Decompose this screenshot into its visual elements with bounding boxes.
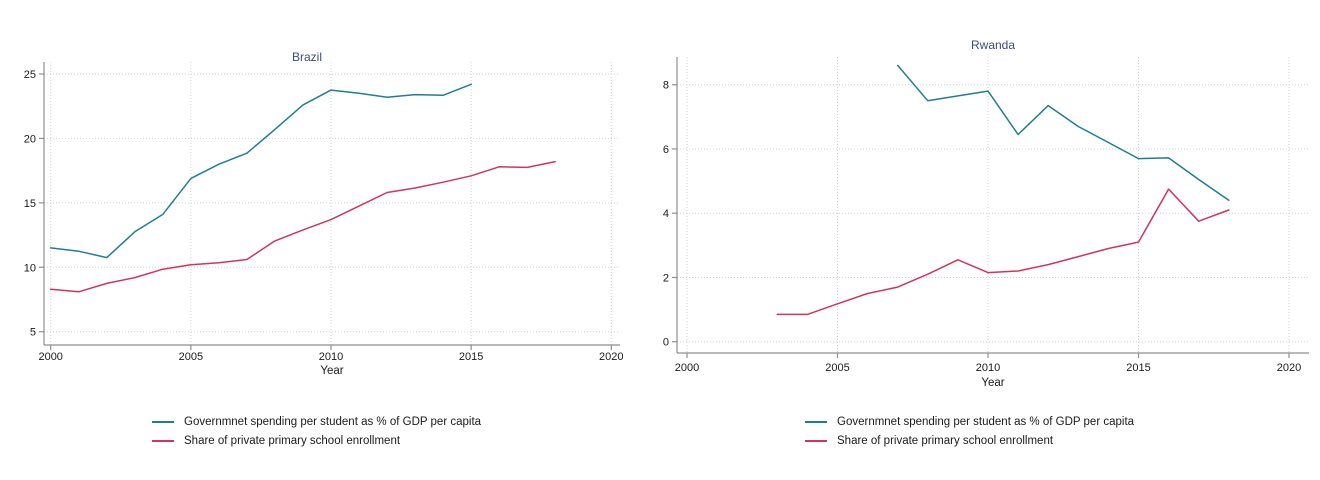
series-line-private-enrollment xyxy=(776,188,1230,316)
legend-line-swatch-private-enrollment xyxy=(805,439,827,442)
chart-title-brazil: Brazil xyxy=(291,50,323,64)
rwanda-plot-svg: 0 2 4 6 8 2000 2005 2010 2015 2020 xyxy=(663,57,1309,374)
legend-label-government-spending: Governmnet spending per student as % of … xyxy=(184,415,482,428)
y-tick-label: 25 xyxy=(24,69,36,81)
legend-rwanda: Governmnet spending per student as % of … xyxy=(805,412,1134,450)
x-tick-label: 2000 xyxy=(38,351,62,363)
legend-item-government-spending: Governmnet spending per student as % of … xyxy=(805,412,1134,431)
x-tick-label: 2020 xyxy=(599,351,623,363)
x-tick-label: 2010 xyxy=(976,362,1000,374)
x-axis-title-brazil: Year xyxy=(320,365,344,377)
chart-panel-brazil: 5 10 15 20 25 2000 2005 2010 2015 2020 Brazil Yea… xyxy=(24,50,624,450)
legend-label-private-enrollment: Share of private primary school enrollme… xyxy=(184,434,401,447)
y-tick-label: 6 xyxy=(663,144,669,156)
series-line-government-spending xyxy=(896,64,1230,202)
y-tick-label: 10 xyxy=(24,262,36,274)
x-tick-label: 2000 xyxy=(675,362,699,374)
x-tick-label: 2020 xyxy=(1277,362,1301,374)
legend-label-government-spending: Governmnet spending per student as % of … xyxy=(837,415,1135,428)
series-line-government-spending xyxy=(49,83,472,259)
x-axis-title-rwanda: Year xyxy=(981,377,1005,389)
legend-line-swatch-government-spending xyxy=(805,420,827,423)
y-tick-label: 4 xyxy=(663,208,669,220)
x-tick-label: 2015 xyxy=(459,351,483,363)
chart-panel-rwanda: 0 2 4 6 8 2000 2005 2010 2015 2020 Rwanda Year Go… xyxy=(660,0,1320,480)
x-tick-label: 2005 xyxy=(179,351,203,363)
legend-brazil: Governmnet spending per student as % of … xyxy=(152,412,481,450)
x-tick-label: 2005 xyxy=(825,362,849,374)
y-tick-label: 2 xyxy=(663,272,669,284)
legend-item-private-enrollment: Share of private primary school enrollme… xyxy=(805,431,1134,450)
brazil-plot-svg: 5 10 15 20 25 2000 2005 2010 2015 2020 xyxy=(24,62,624,363)
legend-item-government-spending: Governmnet spending per student as % of … xyxy=(152,412,481,431)
y-tick-label: 20 xyxy=(24,133,36,145)
y-tick-label: 0 xyxy=(663,337,669,349)
legend-line-swatch-private-enrollment xyxy=(152,439,174,442)
legend-item-private-enrollment: Share of private primary school enrollme… xyxy=(152,431,481,450)
legend-label-private-enrollment: Share of private primary school enrollme… xyxy=(837,434,1054,447)
series-line-private-enrollment xyxy=(49,160,556,293)
y-tick-label: 8 xyxy=(663,80,669,92)
chart-title-rwanda: Rwanda xyxy=(970,38,1016,52)
legend-line-swatch-government-spending xyxy=(152,420,174,423)
x-tick-label: 2010 xyxy=(319,351,343,363)
y-tick-label: 15 xyxy=(24,198,36,210)
x-tick-label: 2015 xyxy=(1126,362,1150,374)
y-tick-label: 5 xyxy=(30,327,36,339)
